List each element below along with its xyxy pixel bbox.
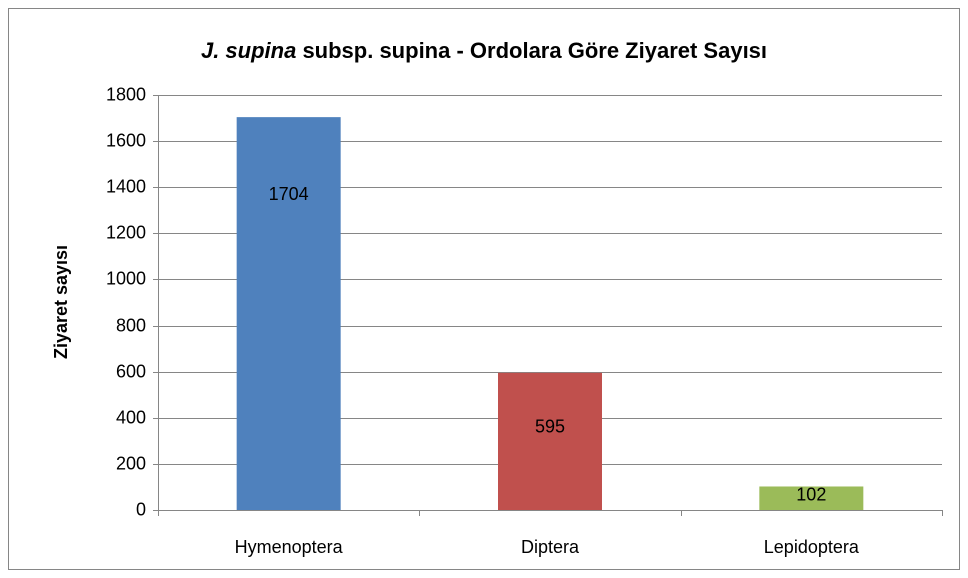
x-tick-label: Hymenoptera <box>235 537 344 557</box>
y-tick-label: 800 <box>116 315 146 335</box>
y-tick-label: 600 <box>116 361 146 381</box>
data-label: 595 <box>535 416 565 436</box>
y-tick-label: 1000 <box>106 268 146 288</box>
x-tick-label: Lepidoptera <box>764 537 860 557</box>
bar <box>759 486 864 510</box>
y-tick-label: 200 <box>116 453 146 473</box>
y-tick-label: 1600 <box>106 130 146 150</box>
y-tick-label: 1800 <box>106 84 146 104</box>
y-tick-label: 1200 <box>106 222 146 242</box>
chart-frame <box>8 8 960 570</box>
y-tick-label: 400 <box>116 407 146 427</box>
y-tick-label: 0 <box>136 499 146 519</box>
y-axis-label: Ziyaret sayısı <box>51 245 71 359</box>
title-rest: subsp. supina - Ordolara Göre Ziyaret Sa… <box>296 38 767 63</box>
title-italic: J. supina <box>201 38 296 63</box>
x-tick-label: Diptera <box>521 537 580 557</box>
data-label: 102 <box>796 485 826 505</box>
y-tick-label: 1400 <box>106 176 146 196</box>
data-label: 1704 <box>269 184 309 204</box>
bar <box>236 117 341 510</box>
bar <box>498 372 602 510</box>
chart-title: J. supina subsp. supina - Ordolara Göre … <box>201 38 767 63</box>
